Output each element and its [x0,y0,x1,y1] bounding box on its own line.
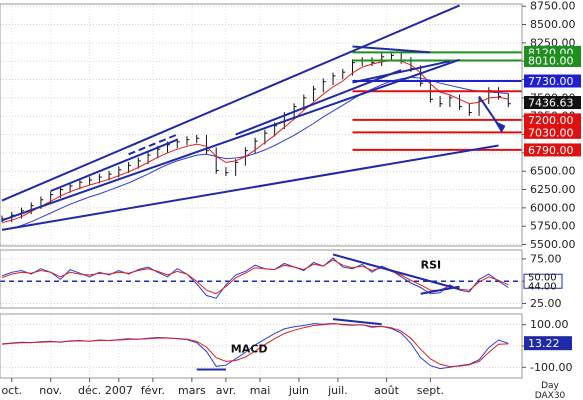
trendline-price [128,133,178,156]
rsi-title: RSI [421,259,442,272]
last-price-label: 7436.63 [528,97,574,110]
trendline-macd [332,318,382,326]
macd-current-tag [524,336,572,351]
x-tick-label: mai [250,384,271,397]
macd-line-red [1,323,509,368]
x-tick-label: 2007 [105,384,133,397]
y-tick-label-price: 8500.00 [530,18,576,31]
period-label: Day [541,381,559,391]
trendline-price [50,138,178,192]
y-tick-label-macd: 100.00 [530,318,569,331]
x-tick-label: oct. [1,384,22,397]
y-tick-label-price: 6500.00 [530,165,576,178]
y-tick-label-price: 5500.00 [530,238,576,251]
level-label: 7200.00 [528,114,574,127]
x-tick-label: avr. [216,384,236,397]
level-label: 7730.00 [528,75,574,88]
rsi-current-label: 50.00 [528,273,557,284]
x-tick-label: mars [178,384,206,397]
label-layer: 8120.008010.007730.007200.007030.006790.… [231,45,581,355]
y-tick-label-rsi: 75.00 [530,252,562,265]
panel-frame-price [0,3,523,247]
macd-title: MACD [231,342,268,355]
trendline-rsi [332,253,460,291]
trendline-price [1,4,460,202]
trendline-price [235,69,402,136]
y-tick-label-price: 5750.00 [530,220,576,233]
level-tag [524,53,581,67]
y-tick-label-price: 6250.00 [530,183,576,196]
macd-current-label: 13.22 [528,337,560,350]
x-tick-label: sept. [417,384,444,397]
trendline-price [352,45,431,54]
moving-average-red [1,59,509,223]
y-tick-label-macd: -100.00 [530,361,572,374]
y-tick-label-price: 8750.00 [530,0,576,13]
level-label: 8010.00 [528,54,574,67]
x-tick-label: juin [288,384,309,397]
x-tick-label: nov. [39,384,62,397]
y-tick-label-price: 6000.00 [530,201,576,214]
rsi-line-blue [1,257,509,299]
rsi-current-tag [523,273,563,289]
y-tick-label-rsi: 25.00 [530,297,562,310]
moving-average-blue [1,76,509,231]
x-tick-label: août [374,384,399,397]
last-price-tag [524,96,581,110]
level-tag [524,113,581,127]
x-tick-label: juil. [327,384,348,397]
series-layer [0,4,522,371]
rsi-current-label: 44.00 [528,282,557,293]
symbol-label: DAX30 [535,391,566,400]
level-tag [524,125,581,139]
x-tick-label: déc. [78,384,101,397]
panel-frame-rsi [0,249,523,309]
x-tick-label: févr. [141,384,165,397]
trendline-rsi [420,285,460,295]
level-tag [524,143,581,157]
level-label: 6790.00 [528,144,574,157]
level-tag [524,74,581,88]
trendline-price [1,144,499,231]
rsi-line-red [1,259,509,295]
level-label: 7030.00 [528,126,574,139]
forecast-arrow-head [494,120,506,133]
trendline-price [352,60,451,84]
trendline-price [1,58,460,222]
